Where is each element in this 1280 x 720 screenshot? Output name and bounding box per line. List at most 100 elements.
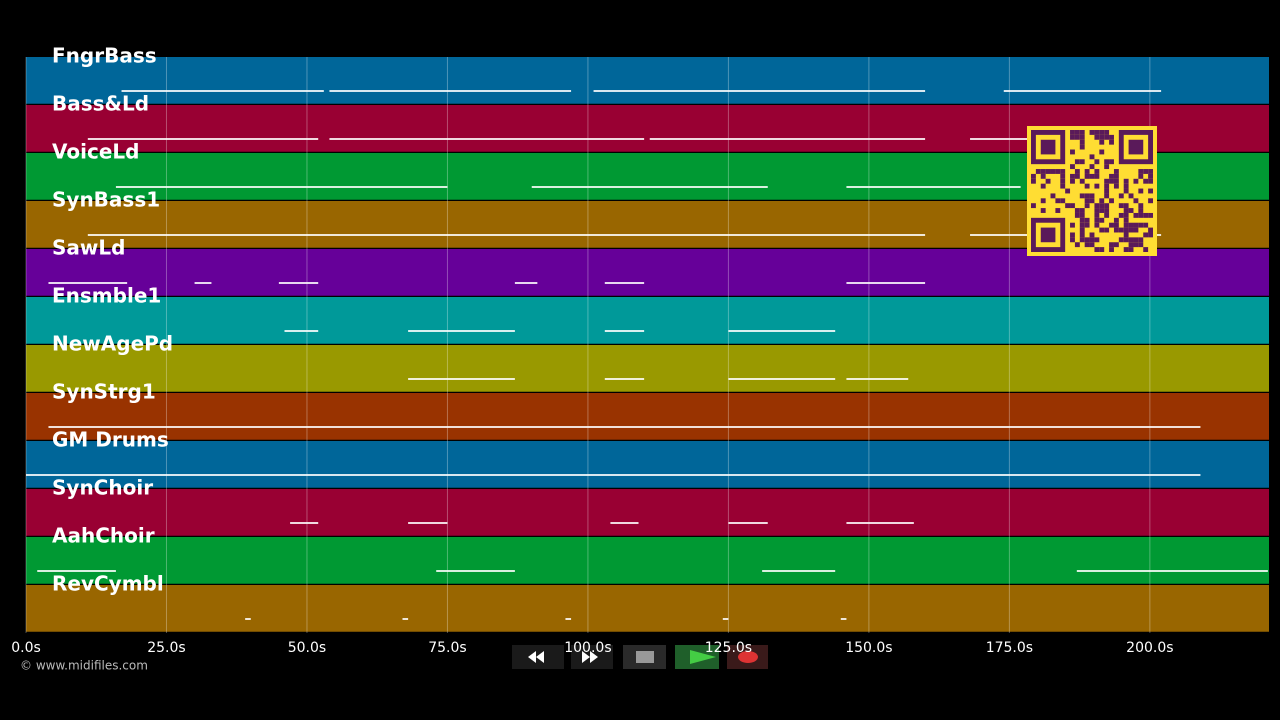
- note: [408, 330, 515, 332]
- qr-module: [1070, 178, 1075, 184]
- qr-module: [1118, 237, 1124, 243]
- qr-module: [1094, 169, 1100, 174]
- qr-module: [1143, 232, 1149, 238]
- qr-module: [1123, 237, 1129, 243]
- qr-module: [1104, 134, 1110, 140]
- qr-module: [1031, 203, 1036, 209]
- qr-module: [1133, 178, 1139, 184]
- qr-module: [1084, 198, 1090, 204]
- track-name: RevCymbl: [52, 572, 164, 596]
- qr-module: [1079, 144, 1085, 150]
- qr-module: [1123, 247, 1129, 252]
- qr-module: [1113, 169, 1119, 174]
- qr-module: [1055, 169, 1061, 174]
- note: [846, 378, 909, 380]
- qr-module: [1138, 208, 1144, 213]
- qr-module: [1070, 173, 1075, 179]
- x-tick-label: 125.0s: [705, 640, 752, 656]
- qr-module: [1143, 247, 1149, 252]
- qr-module: [1079, 178, 1085, 184]
- record-button[interactable]: [727, 645, 768, 669]
- qr-module: [1060, 198, 1066, 204]
- qr-module: [1079, 232, 1085, 238]
- qr-module: [1133, 237, 1139, 243]
- qr-module: [1079, 130, 1085, 135]
- qr-module: [1109, 178, 1114, 184]
- note: [48, 282, 128, 284]
- qr-module: [1079, 217, 1085, 223]
- note: [115, 186, 448, 188]
- qr-module: [1133, 212, 1139, 218]
- qr-module: [1109, 134, 1114, 140]
- qr-module: [1133, 222, 1139, 228]
- play-button[interactable]: [675, 645, 719, 669]
- note: [649, 138, 926, 140]
- note: [87, 138, 319, 140]
- qr-module: [1094, 183, 1100, 189]
- qr-module: [1084, 173, 1090, 179]
- qr-module: [1118, 193, 1124, 199]
- x-tick-label: 200.0s: [1126, 640, 1173, 656]
- qr-module: [1138, 242, 1144, 248]
- qr-module: [1123, 222, 1129, 228]
- track-name: SynChoir: [52, 476, 153, 500]
- rewind-button[interactable]: [512, 645, 564, 669]
- qr-module: [1060, 178, 1066, 184]
- qr-module: [1099, 217, 1105, 223]
- qr-module: [1084, 237, 1090, 243]
- note: [436, 570, 515, 572]
- qr-module: [1094, 222, 1100, 228]
- qr-module: [1133, 227, 1139, 233]
- track-name: SynBass1: [52, 188, 160, 212]
- note: [531, 186, 768, 188]
- note: [514, 282, 538, 284]
- track-name: NewAgePd: [52, 332, 173, 356]
- labels: FngrBass Bass&Ld VoiceLd SynBass1 SawLd Ensmb…: [52, 44, 173, 596]
- qr-module: [1045, 178, 1051, 184]
- track-name: SawLd: [52, 236, 125, 260]
- track-name: GM Drums: [52, 428, 169, 452]
- qr-module: [1104, 227, 1110, 233]
- qr-module: [1079, 193, 1085, 199]
- qr-module: [1148, 198, 1153, 204]
- qr-module: [1118, 227, 1124, 233]
- note: [610, 522, 639, 524]
- qr-module: [1065, 188, 1071, 194]
- note: [402, 618, 409, 620]
- qr-module: [1089, 130, 1095, 135]
- qr-module: [1055, 208, 1061, 213]
- qr-module: [1128, 237, 1134, 243]
- qr-module: [1109, 139, 1114, 145]
- forward-button[interactable]: [571, 645, 613, 669]
- note: [565, 618, 572, 620]
- note: [408, 522, 448, 524]
- qr-code: [1027, 126, 1157, 256]
- qr-module: [1104, 183, 1110, 189]
- qr-module: [1070, 203, 1075, 209]
- qr-module: [1113, 227, 1119, 233]
- qr-module: [1128, 242, 1134, 248]
- qr-module: [1099, 247, 1105, 252]
- qr-module: [1079, 134, 1085, 140]
- qr-module: [1128, 247, 1134, 252]
- qr-module: [1084, 217, 1090, 223]
- note: [290, 522, 319, 524]
- qr-module: [1104, 164, 1110, 170]
- qr-module: [1104, 130, 1110, 135]
- note: [194, 282, 212, 284]
- qr-module: [1074, 130, 1080, 135]
- note: [604, 282, 645, 284]
- qr-module: [1094, 173, 1100, 179]
- qr-module: [1084, 169, 1090, 174]
- track-band: [26, 57, 1269, 104]
- qr-finder: [1040, 139, 1056, 155]
- qr-module: [1123, 188, 1129, 194]
- qr-module: [1099, 139, 1105, 145]
- note: [37, 570, 116, 572]
- stop-button[interactable]: [623, 645, 666, 669]
- qr-module: [1104, 208, 1110, 213]
- qr-module: [1123, 208, 1129, 213]
- track-band: [26, 441, 1269, 488]
- qr-module: [1148, 169, 1153, 174]
- qr-module: [1138, 188, 1144, 194]
